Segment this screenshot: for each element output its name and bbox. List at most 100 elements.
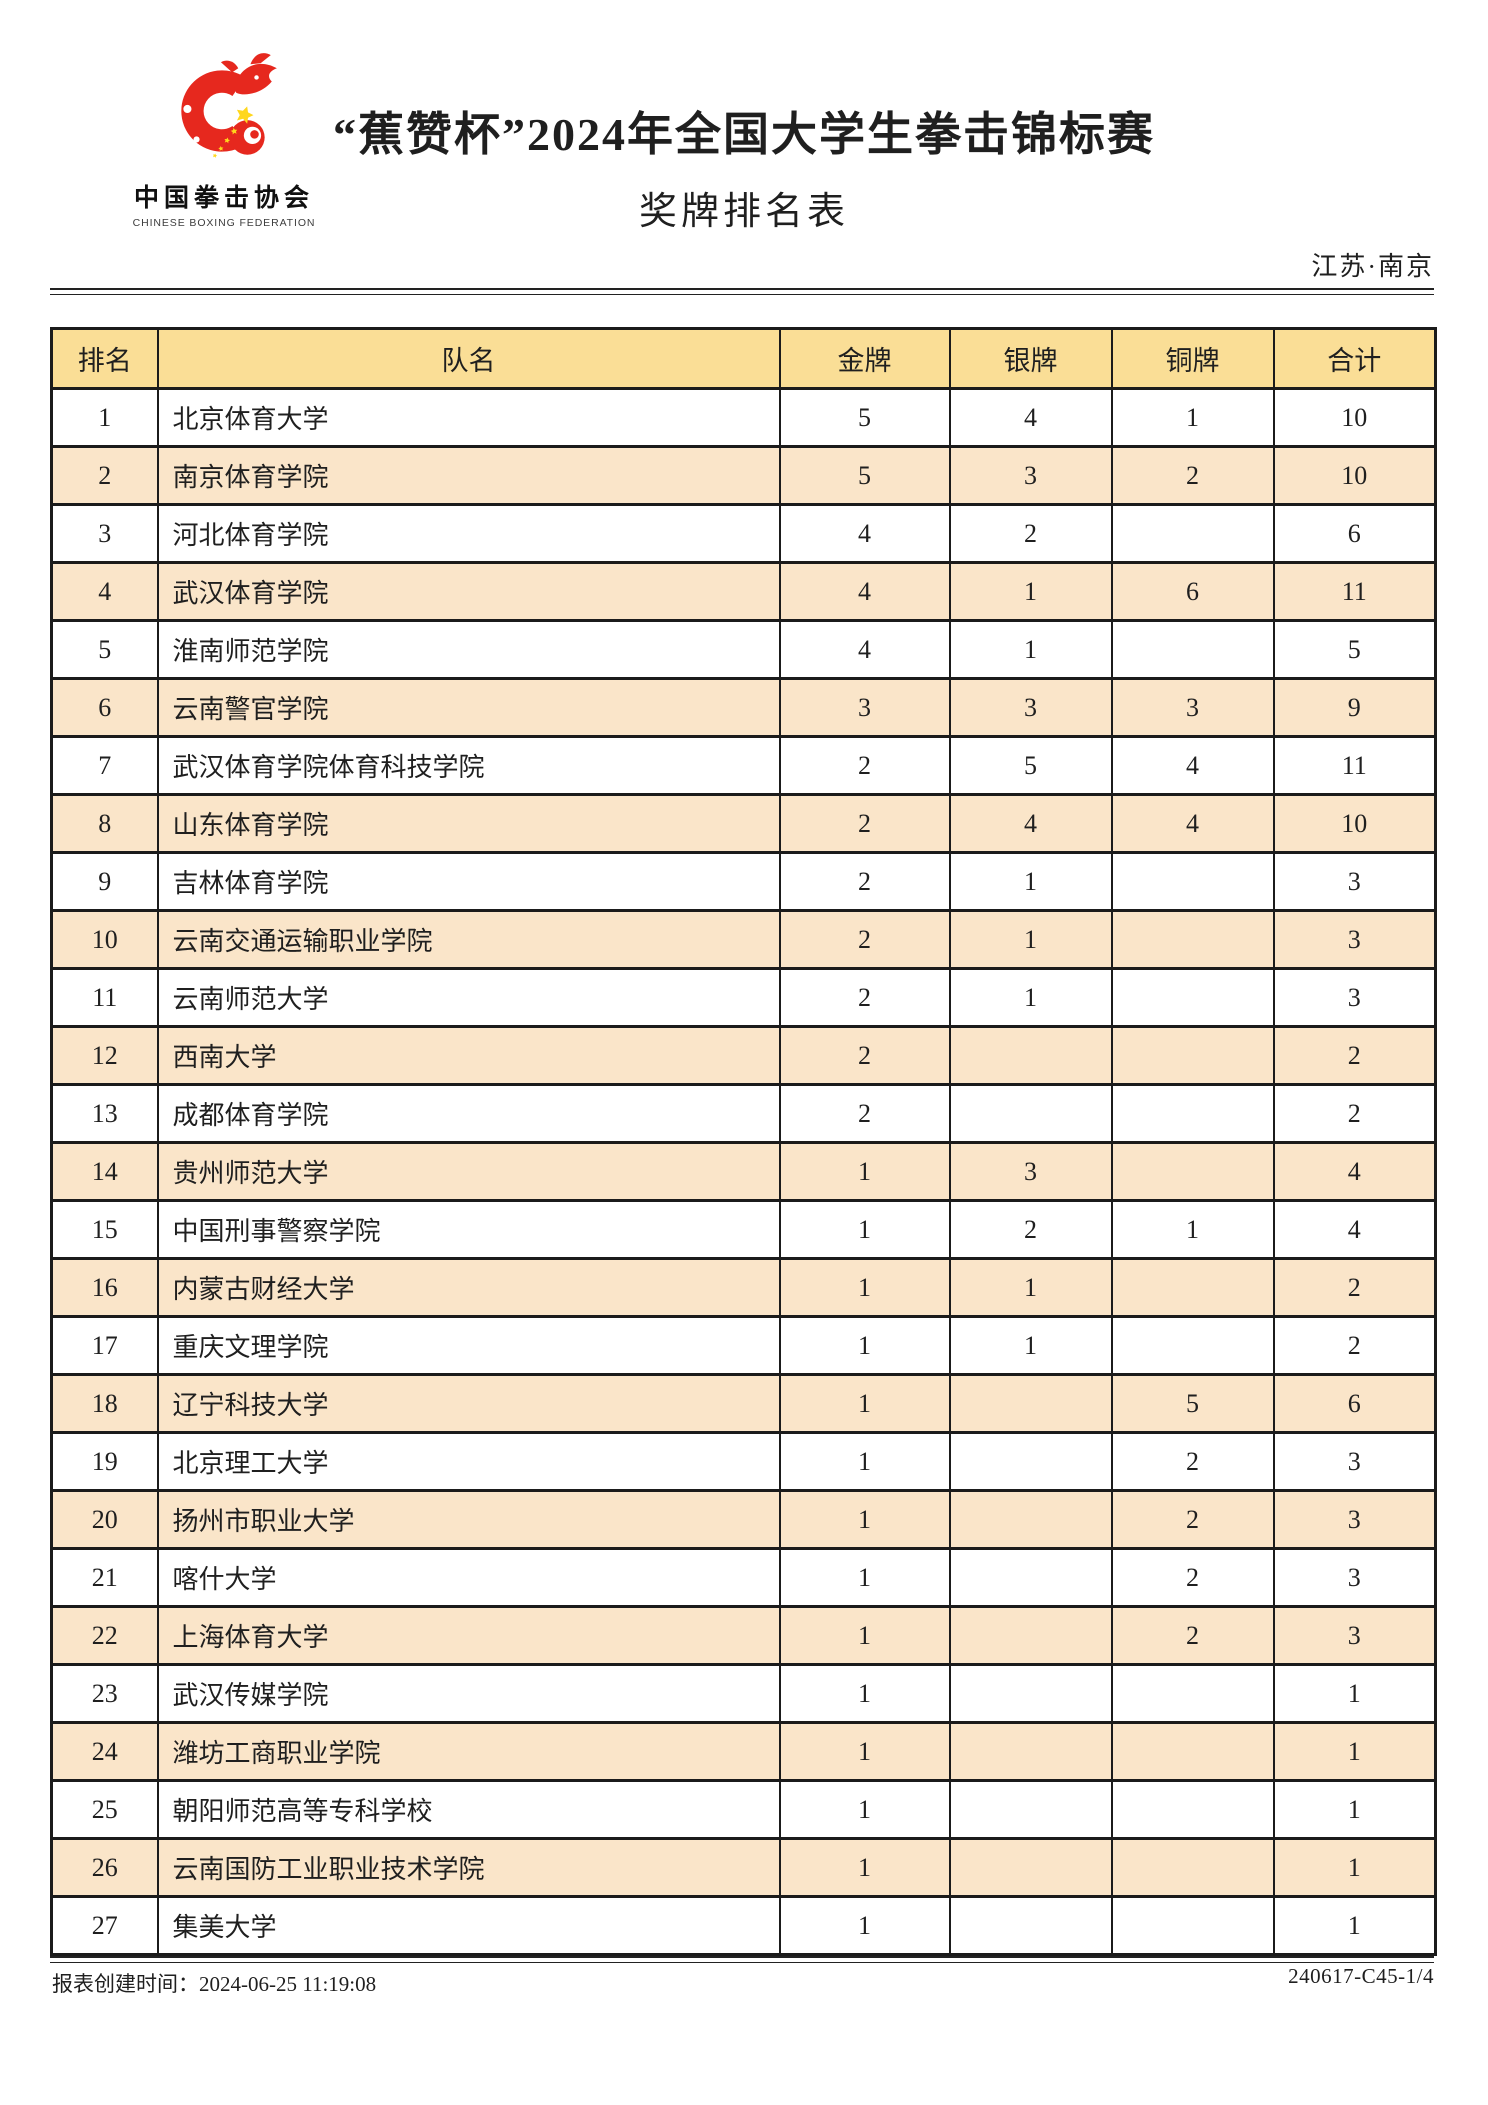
table-row: 12 西南大学 2 2 xyxy=(50,1025,1437,1086)
bronze-cell: 2 xyxy=(1110,1431,1275,1492)
dragon-c-logo-icon xyxy=(181,53,277,158)
gold-cell: 1 xyxy=(778,1837,951,1898)
bronze-cell: 4 xyxy=(1110,735,1275,796)
rank-cell: 11 xyxy=(50,967,159,1028)
gold-cell: 5 xyxy=(778,445,951,506)
gold-cell: 2 xyxy=(778,967,951,1028)
silver-cell xyxy=(948,1489,1113,1550)
gold-cell: 2 xyxy=(778,1083,951,1144)
rank-cell: 8 xyxy=(50,793,159,854)
team-cell: 北京理工大学 xyxy=(156,1431,781,1492)
table-row: 18 辽宁科技大学 1 5 6 xyxy=(50,1373,1437,1434)
report-created: 报表创建时间：2024-06-25 11:19:08 xyxy=(52,1968,376,1998)
silver-cell xyxy=(948,1605,1113,1666)
silver-cell: 2 xyxy=(948,503,1113,564)
total-cell: 4 xyxy=(1272,1199,1437,1260)
col-header-gold: 金牌 xyxy=(778,327,951,390)
table-row: 17 重庆文理学院 1 1 2 xyxy=(50,1315,1437,1376)
table-row: 5 淮南师范学院 4 1 5 xyxy=(50,619,1437,680)
rank-cell: 5 xyxy=(50,619,159,680)
bronze-cell xyxy=(1110,1025,1275,1086)
team-cell: 山东体育学院 xyxy=(156,793,781,854)
rank-cell: 13 xyxy=(50,1083,159,1144)
team-cell: 淮南师范学院 xyxy=(156,619,781,680)
total-cell: 9 xyxy=(1272,677,1437,738)
silver-cell: 1 xyxy=(948,851,1113,912)
rank-cell: 26 xyxy=(50,1837,159,1898)
gold-cell: 1 xyxy=(778,1779,951,1840)
rank-cell: 22 xyxy=(50,1605,159,1666)
total-cell: 3 xyxy=(1272,851,1437,912)
total-cell: 3 xyxy=(1272,1431,1437,1492)
total-cell: 1 xyxy=(1272,1779,1437,1840)
silver-cell xyxy=(948,1779,1113,1840)
col-header-rank: 排名 xyxy=(50,327,159,390)
table-row: 15 中国刑事警察学院 1 2 1 4 xyxy=(50,1199,1437,1260)
bronze-cell: 5 xyxy=(1110,1373,1275,1434)
total-cell: 5 xyxy=(1272,619,1437,680)
total-cell: 10 xyxy=(1272,445,1437,506)
rank-cell: 25 xyxy=(50,1779,159,1840)
bronze-cell: 2 xyxy=(1110,1547,1275,1608)
total-cell: 1 xyxy=(1272,1895,1437,1956)
bronze-cell: 3 xyxy=(1110,677,1275,738)
rank-cell: 2 xyxy=(50,445,159,506)
team-cell: 集美大学 xyxy=(156,1895,781,1956)
total-cell: 2 xyxy=(1272,1083,1437,1144)
bronze-cell: 1 xyxy=(1110,1199,1275,1260)
rank-cell: 15 xyxy=(50,1199,159,1260)
rank-cell: 23 xyxy=(50,1663,159,1724)
team-cell: 上海体育大学 xyxy=(156,1605,781,1666)
col-header-total: 合计 xyxy=(1272,327,1437,390)
gold-cell: 4 xyxy=(778,561,951,622)
team-cell: 西南大学 xyxy=(156,1025,781,1086)
total-cell: 1 xyxy=(1272,1721,1437,1782)
table-row: 2 南京体育学院 5 3 2 10 xyxy=(50,445,1437,506)
table-row: 10 云南交通运输职业学院 2 1 3 xyxy=(50,909,1437,970)
total-cell: 2 xyxy=(1272,1257,1437,1318)
team-cell: 武汉传媒学院 xyxy=(156,1663,781,1724)
medal-table: 排名 队名 金牌 银牌 铜牌 合计 1 北京体育大学 5 4 1 10 2 南京… xyxy=(50,327,1437,1956)
bronze-cell: 4 xyxy=(1110,793,1275,854)
silver-cell: 4 xyxy=(948,387,1113,448)
report-code: 240617-C45-1/4 xyxy=(1288,1964,1434,1988)
table-row: 19 北京理工大学 1 2 3 xyxy=(50,1431,1437,1492)
total-cell: 2 xyxy=(1272,1025,1437,1086)
footer-rule xyxy=(50,1956,1434,1963)
silver-cell xyxy=(948,1837,1113,1898)
rank-cell: 16 xyxy=(50,1257,159,1318)
bronze-cell xyxy=(1110,909,1275,970)
rank-cell: 3 xyxy=(50,503,159,564)
table-row: 4 武汉体育学院 4 1 6 11 xyxy=(50,561,1437,622)
org-name-en: CHINESE BOXING FEDERATION xyxy=(132,217,316,229)
gold-cell: 1 xyxy=(778,1257,951,1318)
total-cell: 1 xyxy=(1272,1663,1437,1724)
total-cell: 10 xyxy=(1272,793,1437,854)
table-row: 16 内蒙古财经大学 1 1 2 xyxy=(50,1257,1437,1318)
silver-cell xyxy=(948,1895,1113,1956)
bronze-cell xyxy=(1110,1837,1275,1898)
team-cell: 潍坊工商职业学院 xyxy=(156,1721,781,1782)
rank-cell: 19 xyxy=(50,1431,159,1492)
rank-cell: 18 xyxy=(50,1373,159,1434)
rank-cell: 9 xyxy=(50,851,159,912)
gold-cell: 1 xyxy=(778,1489,951,1550)
gold-cell: 1 xyxy=(778,1663,951,1724)
bronze-cell: 2 xyxy=(1110,1605,1275,1666)
gold-cell: 4 xyxy=(778,619,951,680)
gold-cell: 2 xyxy=(778,909,951,970)
report-created-label: 报表创建时间： xyxy=(52,1972,199,1996)
header-rule xyxy=(50,288,1434,295)
silver-cell: 4 xyxy=(948,793,1113,854)
silver-cell xyxy=(948,1431,1113,1492)
rank-cell: 24 xyxy=(50,1721,159,1782)
silver-cell: 1 xyxy=(948,1257,1113,1318)
team-cell: 内蒙古财经大学 xyxy=(156,1257,781,1318)
total-cell: 3 xyxy=(1272,1489,1437,1550)
silver-cell xyxy=(948,1721,1113,1782)
team-cell: 武汉体育学院 xyxy=(156,561,781,622)
team-cell: 扬州市职业大学 xyxy=(156,1489,781,1550)
bronze-cell xyxy=(1110,1895,1275,1956)
table-row: 23 武汉传媒学院 1 1 xyxy=(50,1663,1437,1724)
silver-cell xyxy=(948,1373,1113,1434)
